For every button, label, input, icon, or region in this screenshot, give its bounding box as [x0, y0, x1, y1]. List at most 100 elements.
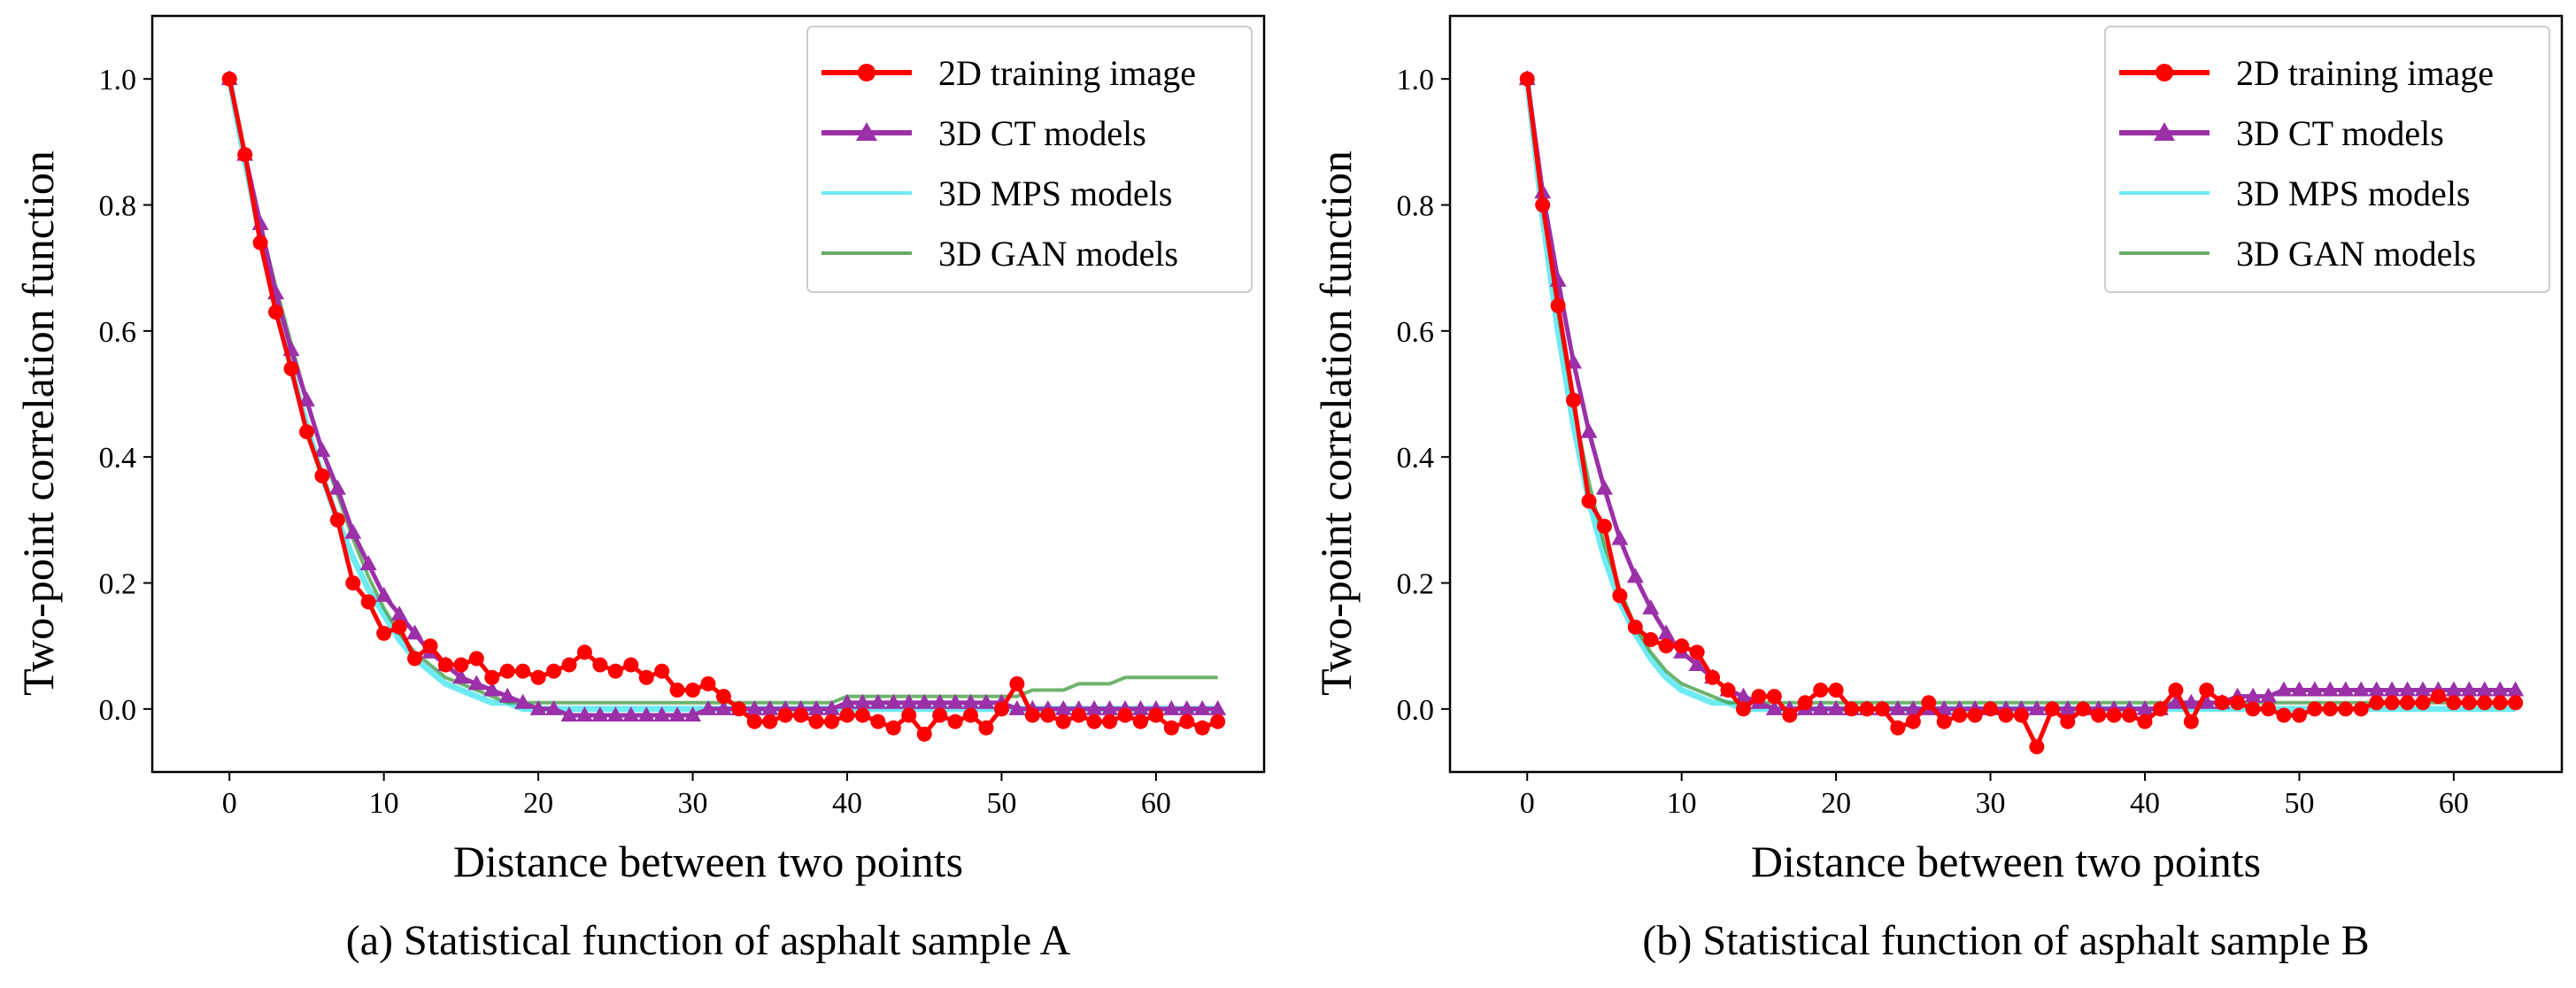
- data-point: [807, 699, 825, 715]
- data-point: [1904, 699, 1922, 715]
- data-point: [824, 714, 840, 729]
- data-point: [714, 699, 732, 715]
- data-point: [2276, 707, 2292, 723]
- data-point: [1890, 720, 1906, 736]
- data-point: [1827, 699, 1845, 715]
- data-point: [268, 304, 284, 320]
- data-point: [2060, 714, 2076, 729]
- legend-label: 2D training image: [2236, 53, 2494, 93]
- data-point: [2476, 681, 2494, 697]
- data-point: [2168, 682, 2184, 698]
- legend-box: [2104, 26, 2550, 293]
- data-point: [483, 681, 501, 697]
- data-point: [2415, 695, 2431, 711]
- data-point: [360, 594, 376, 610]
- data-point: [885, 720, 901, 736]
- x-tick-label: 10: [1667, 787, 1697, 820]
- data-point: [2414, 681, 2432, 697]
- data-point: [869, 693, 887, 709]
- data-point: [1008, 699, 1026, 715]
- data-point: [561, 657, 577, 673]
- data-point: [1566, 392, 1582, 408]
- data-point: [870, 714, 886, 729]
- data-point: [637, 706, 655, 722]
- data-point: [484, 669, 500, 685]
- data-point: [2338, 701, 2354, 717]
- data-point: [977, 693, 995, 709]
- y-tick-label: 0.8: [99, 190, 137, 223]
- plot-frame: [1448, 14, 2564, 774]
- data-point: [407, 651, 423, 667]
- data-point: [2492, 695, 2508, 711]
- data-point: [823, 699, 841, 715]
- data-point: [853, 693, 871, 709]
- data-point: [2337, 681, 2355, 697]
- data-point: [2059, 699, 2077, 715]
- x-axis-label: Distance between two points: [1751, 837, 2261, 886]
- data-point: [653, 706, 671, 722]
- data-point: [2307, 701, 2323, 717]
- data-point: [2507, 681, 2525, 697]
- data-point: [839, 707, 855, 723]
- x-tick-label: 20: [523, 787, 553, 820]
- data-point: [1998, 707, 2014, 723]
- data-point: [2075, 701, 2091, 717]
- legend-label: 3D CT models: [2236, 113, 2444, 153]
- data-point: [1658, 638, 1674, 654]
- legend-label: 3D MPS models: [2236, 174, 2471, 213]
- data-point: [1595, 479, 1613, 495]
- data-point: [777, 707, 793, 723]
- data-point: [684, 706, 702, 722]
- data-point: [546, 663, 562, 679]
- data-point: [1765, 699, 1783, 715]
- data-point: [2275, 681, 2293, 697]
- data-point: [2446, 695, 2462, 711]
- data-point: [1828, 682, 1844, 698]
- data-point: [221, 71, 237, 87]
- data-point: [1132, 714, 1148, 729]
- data-point: [993, 701, 1009, 717]
- data-point: [932, 707, 948, 723]
- y-tick-label: 0.6: [1397, 316, 1435, 349]
- data-point: [1626, 567, 1644, 583]
- data-point: [1193, 699, 1211, 715]
- y-tick-label: 0.2: [99, 568, 137, 601]
- data-point: [314, 468, 330, 484]
- data-point: [2384, 695, 2400, 711]
- data-point: [963, 707, 979, 723]
- data-point: [313, 442, 331, 458]
- data-point: [1688, 656, 1706, 672]
- data-point: [2352, 681, 2370, 697]
- data-point: [962, 693, 980, 709]
- data-point: [1519, 71, 1535, 87]
- data-point: [2245, 701, 2261, 717]
- caption: (b) Statistical function of asphalt samp…: [1642, 917, 2369, 964]
- data-point: [1859, 701, 1875, 717]
- data-point: [576, 645, 592, 660]
- data-point: [2214, 695, 2230, 711]
- data-point: [1921, 695, 1937, 711]
- plot-frame: [150, 14, 1266, 774]
- data-point: [606, 706, 624, 722]
- data-point: [1797, 695, 1813, 711]
- legend-marker: [2156, 64, 2173, 81]
- data-point: [2322, 701, 2338, 717]
- data-point: [2044, 701, 2060, 717]
- data-point: [1550, 297, 1566, 313]
- data-point: [607, 663, 623, 679]
- data-point: [1148, 707, 1164, 723]
- legend-label: 3D GAN models: [938, 234, 1178, 274]
- data-point: [328, 479, 346, 495]
- data-point: [685, 682, 701, 698]
- data-point: [515, 663, 531, 679]
- data-point: [884, 693, 902, 709]
- data-point: [499, 663, 515, 679]
- data-point: [1085, 699, 1103, 715]
- data-point: [808, 714, 824, 729]
- legend-marker: [858, 64, 875, 81]
- data-point: [1813, 682, 1829, 698]
- data-point: [468, 651, 484, 667]
- data-point: [2013, 707, 2029, 723]
- data-point: [1101, 699, 1119, 715]
- data-point: [237, 147, 253, 163]
